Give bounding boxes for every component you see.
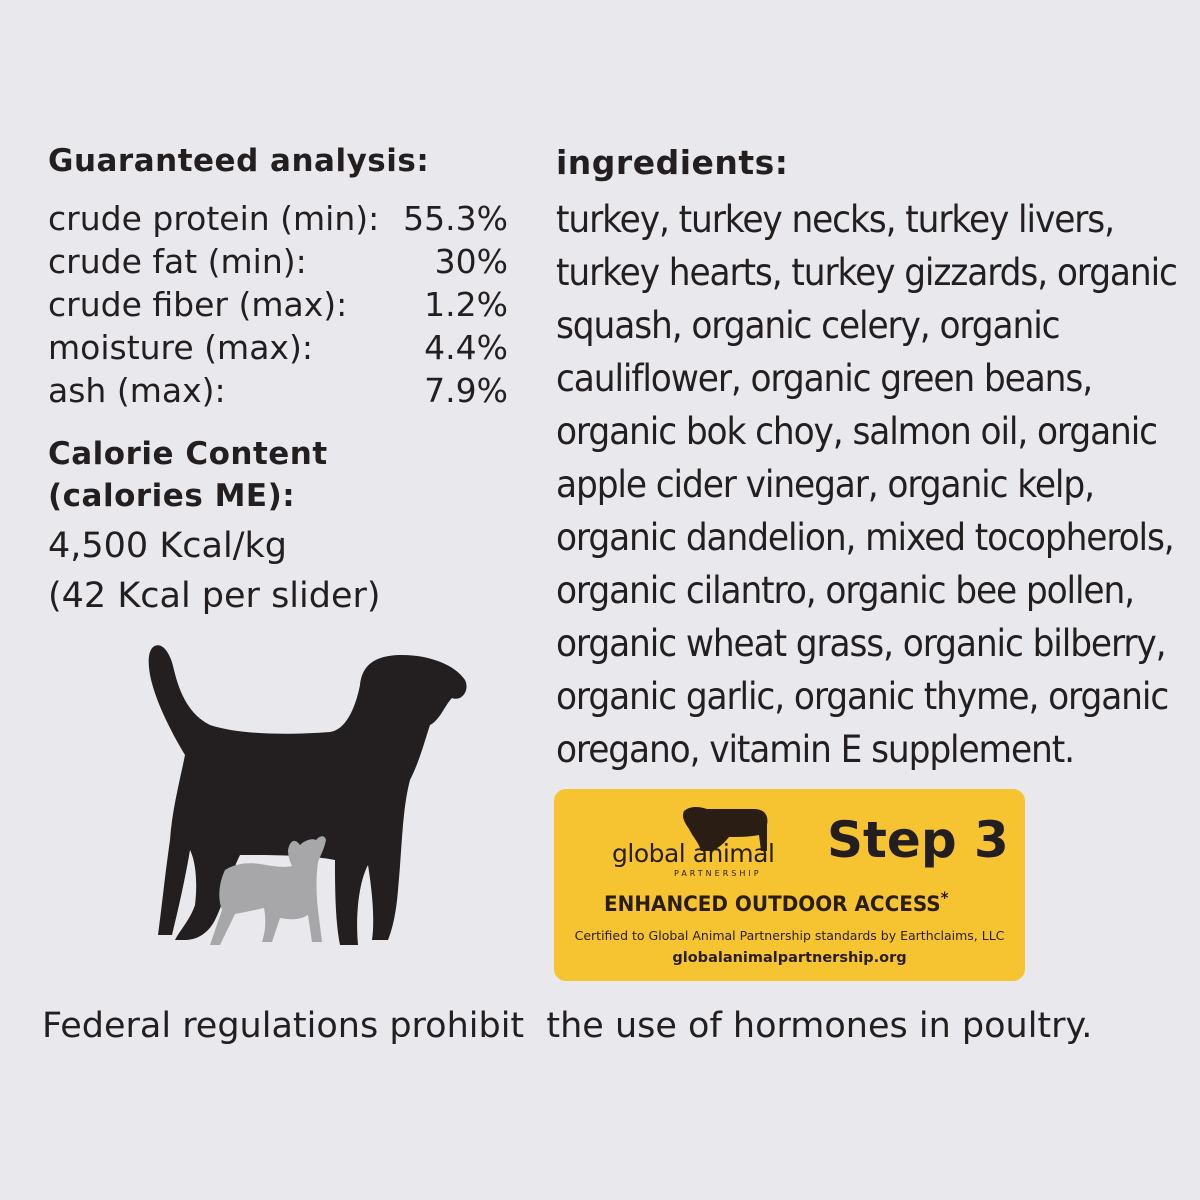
step-level: Step 3 [827,811,1009,869]
small-dog-silhouette [210,836,326,945]
ingredients-line: organic wheat grass, organic bilberry, [556,622,1167,665]
ingredients-line: organic cilantro, organic bee pollen, [556,569,1135,612]
certified-by: Certified to Global Animal Partnership s… [574,928,1005,943]
row-label: crude protein (min): [48,199,380,238]
row-value: 4.4% [424,328,508,367]
calorie-per-slider: (42 Kcal per slider) [48,576,381,616]
analysis-row: crude fat (min): 30% [48,240,508,283]
calorie-subtitle: (calories ME): [48,478,296,514]
gap-website: globalanimalpartnership.org [672,950,907,966]
calorie-per-kg: 4,500 Kcal/kg [48,526,287,566]
row-label: crude fiber (max): [48,285,348,324]
ingredients-title: ingredients: [556,143,789,182]
analysis-title: Guaranteed analysis: [48,143,430,179]
ingredients-line: squash, organic celery, organic [556,304,1061,347]
row-label: ash (max): [48,371,226,410]
analysis-row: moisture (max): 4.4% [48,326,508,369]
row-value: 1.2% [424,285,508,324]
row-label: moisture (max): [48,328,313,367]
asterisk: * [940,888,949,907]
row-value: 7.9% [424,371,508,410]
level-description: ENHANCED OUTDOOR ACCESS* [604,888,949,916]
ingredients-line: cauliflower, organic green beans, [556,357,1093,400]
dogs-illustration [148,645,467,945]
gap-certification-badge: global animal PARTNERSHIP Step 3 ENHANCE… [554,789,1025,981]
ingredients-line: organic dandelion, mixed tocopherols, [556,516,1175,559]
analysis-row: ash (max): 7.9% [48,369,508,412]
ingredients-line: organic garlic, organic thyme, organic [556,675,1169,718]
row-label: crude fat (min): [48,242,307,281]
ingredients-line: apple cider vinegar, organic kelp, [556,463,1095,506]
row-value: 55.3% [403,199,508,238]
gap-logo-subtext: PARTNERSHIP [674,869,762,878]
analysis-row: crude protein (min): 55.3% [48,197,508,240]
row-value: 30% [434,242,508,281]
analysis-row: crude fiber (max): 1.2% [48,283,508,326]
gap-logo-text: global animal [612,839,775,868]
ingredients-line: oregano, vitamin E supplement. [556,728,1075,771]
ingredients-line: organic bok choy, salmon oil, organic [556,410,1158,453]
level-text: ENHANCED OUTDOOR ACCESS [604,892,941,916]
farm-animals-logo-icon [682,807,768,851]
ingredients-line: turkey hearts, turkey gizzards, organic [556,251,1178,294]
hormone-disclaimer: Federal regulations prohibit the use of … [42,1006,1093,1046]
calorie-title: Calorie Content [48,436,328,472]
ingredients-line: turkey, turkey necks, turkey livers, [556,198,1115,241]
